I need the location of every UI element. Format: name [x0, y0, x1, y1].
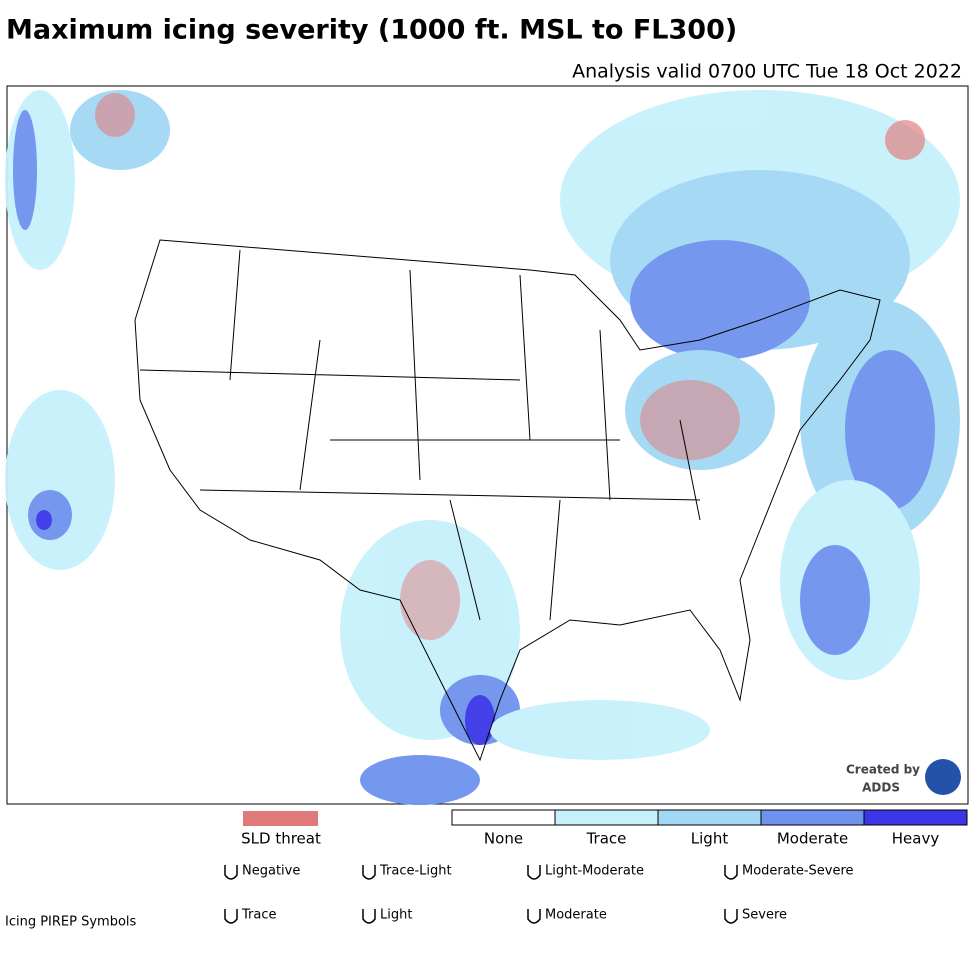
- credit: Created by ADDS: [846, 759, 961, 795]
- pirep-title: Icing PIREP Symbols: [5, 915, 137, 930]
- subtitle: Analysis valid 0700 UTC Tue 18 Oct 2022: [572, 61, 962, 83]
- sld-label: SLD threat: [241, 830, 321, 848]
- level-label: Trace: [586, 830, 627, 848]
- pirep-symbol: [724, 865, 738, 880]
- level-swatch: [554, 809, 659, 826]
- pirep-label: Severe: [742, 908, 787, 923]
- pirep-label: Moderate: [545, 908, 607, 923]
- icing-fields: [5, 90, 960, 805]
- pirep-label: Light: [380, 908, 412, 923]
- pirep-label: Moderate-Severe: [742, 864, 854, 879]
- pirep-symbol: [362, 865, 376, 880]
- noaa-logo: [925, 759, 961, 795]
- level-label: Heavy: [892, 830, 940, 848]
- title: Maximum icing severity (1000 ft. MSL to …: [6, 15, 737, 46]
- borders: [134, 239, 881, 762]
- pirep-label: Trace-Light: [379, 864, 452, 879]
- level-label: Moderate: [777, 830, 848, 848]
- pirep-symbol: [527, 865, 541, 880]
- pirep-symbol: [362, 909, 376, 924]
- pirep-legend: Icing PIREP Symbols Negative Trace-Light L…: [5, 864, 854, 930]
- credit-line2: ADDS: [862, 781, 900, 795]
- level-swatch: [451, 809, 556, 826]
- pirep-symbol: [224, 865, 238, 880]
- credit-line1: Created by: [846, 763, 920, 777]
- pirep-symbol: [224, 909, 238, 924]
- level-label: None: [484, 830, 523, 848]
- pirep-label: Trace: [241, 908, 277, 923]
- level-swatch: [657, 809, 762, 826]
- pirep-symbol: [724, 909, 738, 924]
- pirep-label: Negative: [242, 864, 300, 879]
- map: [5, 85, 969, 805]
- pirep-label: Light-Moderate: [545, 864, 644, 879]
- level-label: Light: [691, 830, 729, 848]
- pirep-symbol: [527, 909, 541, 924]
- level-swatch: [863, 809, 968, 826]
- level-swatch: [760, 809, 865, 826]
- legend: SLD threat None Trace Light Moderate Heavy: [241, 809, 968, 848]
- sld-swatch: [243, 811, 318, 826]
